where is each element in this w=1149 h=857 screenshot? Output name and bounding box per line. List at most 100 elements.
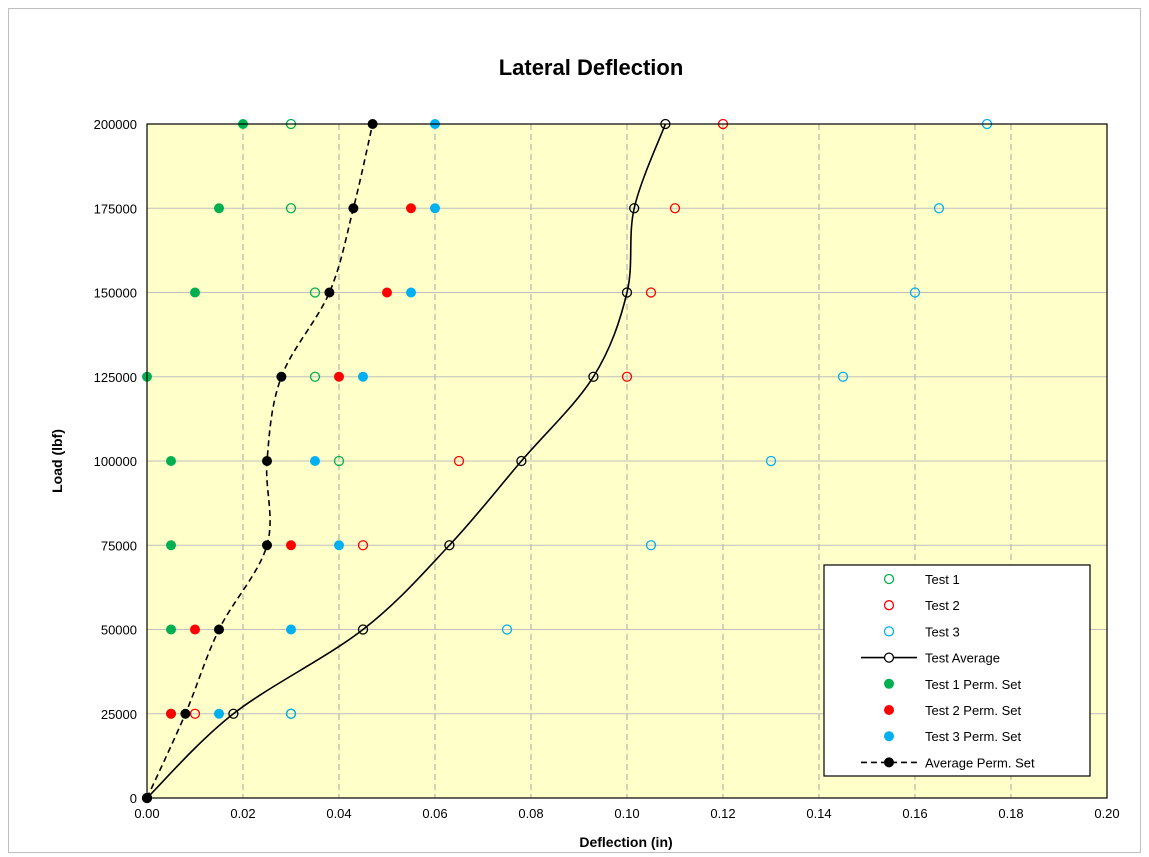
data-point xyxy=(645,540,657,551)
data-point xyxy=(334,540,344,551)
x-tick-label: 0.02 xyxy=(230,806,255,821)
series-average-perm-set xyxy=(142,119,378,803)
x-tick-label: 0.16 xyxy=(902,806,927,821)
data-point xyxy=(406,287,416,298)
x-tick-label: 0.08 xyxy=(518,806,543,821)
data-point xyxy=(190,287,200,298)
data-point xyxy=(285,203,297,214)
legend-label: Test 3 Perm. Set xyxy=(925,729,1021,744)
plot-border xyxy=(146,123,1108,799)
data-point xyxy=(166,624,176,635)
data-point xyxy=(166,540,176,551)
legend-item: Test 1 Perm. Set xyxy=(884,677,1021,692)
data-point xyxy=(588,371,599,382)
data-point xyxy=(214,624,224,635)
legend-marker xyxy=(884,731,894,742)
x-tick-label: 0.04 xyxy=(326,806,351,821)
y-tick-label: 200000 xyxy=(94,117,137,132)
data-point xyxy=(621,287,633,298)
data-point xyxy=(189,708,201,719)
legend-item: Test 3 Perm. Set xyxy=(884,729,1021,744)
x-tick-label: 0.14 xyxy=(806,806,831,821)
x-tick-label: 0.10 xyxy=(614,806,639,821)
data-point xyxy=(382,287,392,298)
legend-label: Test 1 xyxy=(925,572,960,587)
legend-marker xyxy=(883,626,895,637)
x-axis-title: Deflection (in) xyxy=(579,834,672,850)
series-line-test-average xyxy=(146,123,667,799)
chart-title: Lateral Deflection xyxy=(499,55,684,80)
data-point xyxy=(286,540,296,551)
data-point xyxy=(444,540,455,551)
data-point xyxy=(262,456,272,466)
x-tick-label: 0.00 xyxy=(134,806,159,821)
data-point xyxy=(669,203,681,214)
data-point xyxy=(357,624,369,635)
data-point xyxy=(324,287,335,298)
legend-marker xyxy=(884,705,894,715)
legend-item: Test 2 xyxy=(883,598,960,613)
legend-item: Test 1 xyxy=(883,572,960,587)
legend-marker xyxy=(884,678,894,689)
data-point xyxy=(453,455,465,467)
y-tick-label: 0 xyxy=(130,791,137,806)
data-point xyxy=(285,708,297,719)
x-tick-label: 0.18 xyxy=(998,806,1023,821)
y-tick-label: 75000 xyxy=(101,538,137,553)
legend-item: Test 3 xyxy=(883,624,960,639)
data-point xyxy=(310,456,320,466)
data-point xyxy=(765,455,777,467)
data-point xyxy=(228,708,239,719)
legend-box xyxy=(823,564,1091,777)
data-point xyxy=(190,624,200,635)
data-point xyxy=(629,203,640,214)
data-point xyxy=(166,708,176,719)
data-point xyxy=(406,203,416,214)
y-tick-label: 25000 xyxy=(101,707,137,722)
legend-item: Average Perm. Set xyxy=(861,755,1035,770)
data-point xyxy=(348,203,359,214)
legend-label: Test 2 xyxy=(925,598,960,613)
legend-marker xyxy=(883,573,895,585)
legend-marker xyxy=(884,757,894,768)
data-point xyxy=(214,203,224,214)
x-tick-label: 0.06 xyxy=(422,806,447,821)
data-point xyxy=(262,540,272,551)
legend-label: Test 3 xyxy=(925,624,960,639)
data-point xyxy=(501,624,513,635)
series-test-average xyxy=(141,118,671,804)
legend-item: Test 2 Perm. Set xyxy=(884,703,1021,718)
x-tick-label: 0.20 xyxy=(1094,806,1119,821)
data-point xyxy=(333,455,345,467)
x-tick-label: 0.12 xyxy=(710,806,735,821)
legend-label: Test Average xyxy=(925,651,1000,666)
data-point xyxy=(358,371,368,382)
data-point xyxy=(276,371,287,382)
data-point xyxy=(334,371,344,382)
legend-marker xyxy=(883,652,895,663)
data-point xyxy=(645,287,657,298)
data-point xyxy=(286,624,296,635)
y-tick-label: 50000 xyxy=(101,623,137,638)
data-point xyxy=(166,456,176,466)
y-axis-title: Load (lbf) xyxy=(49,429,65,493)
series-test-2-perm-set xyxy=(166,203,416,719)
legend-label: Test 2 Perm. Set xyxy=(925,703,1021,718)
data-point xyxy=(933,203,945,214)
data-point xyxy=(516,455,527,467)
data-point xyxy=(357,540,369,551)
y-tick-label: 175000 xyxy=(94,201,137,216)
legend-marker xyxy=(883,600,895,611)
data-point xyxy=(430,203,440,214)
data-point xyxy=(180,708,191,719)
data-point xyxy=(214,708,224,719)
y-tick-label: 125000 xyxy=(94,370,137,385)
data-point xyxy=(909,287,921,298)
data-point xyxy=(309,287,321,298)
legend-label: Test 1 Perm. Set xyxy=(925,677,1021,692)
data-point xyxy=(621,371,633,382)
legend: Test 1 Test 2 Test 3 Test Average Test 1 Per… xyxy=(823,564,1091,777)
legend-item: Test Average xyxy=(861,651,1000,666)
y-tick-label: 150000 xyxy=(94,286,137,301)
